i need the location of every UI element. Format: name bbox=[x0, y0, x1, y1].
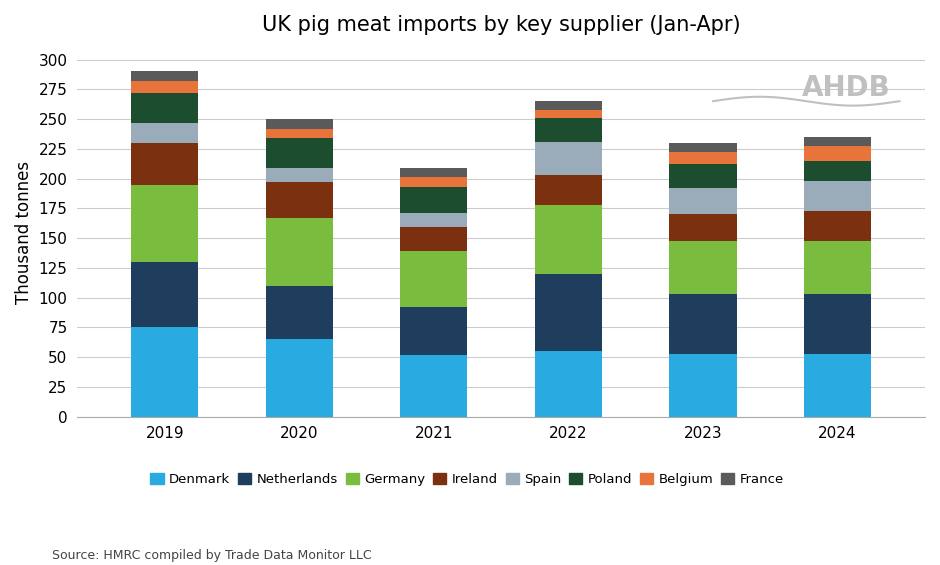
Bar bbox=[400, 355, 467, 417]
Bar bbox=[266, 218, 333, 286]
Bar bbox=[400, 307, 467, 355]
Bar bbox=[535, 205, 602, 274]
Bar bbox=[400, 228, 467, 251]
Bar bbox=[804, 181, 871, 211]
Text: Source: HMRC compiled by Trade Data Monitor LLC: Source: HMRC compiled by Trade Data Moni… bbox=[52, 549, 371, 562]
Bar bbox=[266, 129, 333, 138]
Bar bbox=[804, 146, 871, 161]
Bar bbox=[266, 168, 333, 182]
Title: UK pig meat imports by key supplier (Jan-Apr): UK pig meat imports by key supplier (Jan… bbox=[262, 15, 741, 35]
Bar bbox=[400, 187, 467, 213]
Bar bbox=[535, 118, 602, 142]
Bar bbox=[266, 182, 333, 218]
Y-axis label: Thousand tonnes: Thousand tonnes bbox=[15, 160, 33, 304]
Bar bbox=[131, 123, 198, 143]
Bar bbox=[400, 251, 467, 307]
Bar bbox=[400, 168, 467, 177]
Bar bbox=[804, 294, 871, 354]
Bar bbox=[535, 175, 602, 205]
Bar bbox=[131, 81, 198, 93]
Bar bbox=[535, 274, 602, 351]
Bar bbox=[804, 137, 871, 146]
Bar bbox=[669, 143, 737, 153]
Bar bbox=[669, 354, 737, 417]
Bar bbox=[804, 211, 871, 241]
Bar bbox=[535, 110, 602, 118]
Bar bbox=[131, 93, 198, 123]
Bar bbox=[669, 294, 737, 354]
Bar bbox=[131, 262, 198, 328]
Legend: Denmark, Netherlands, Germany, Ireland, Spain, Poland, Belgium, France: Denmark, Netherlands, Germany, Ireland, … bbox=[145, 468, 790, 491]
Bar bbox=[535, 351, 602, 417]
Bar bbox=[535, 101, 602, 110]
Bar bbox=[804, 354, 871, 417]
Bar bbox=[131, 328, 198, 417]
Bar bbox=[266, 340, 333, 417]
Bar bbox=[131, 72, 198, 81]
Bar bbox=[400, 177, 467, 187]
Text: AHDB: AHDB bbox=[803, 73, 891, 102]
Bar bbox=[266, 138, 333, 168]
Bar bbox=[131, 185, 198, 262]
Bar bbox=[669, 214, 737, 241]
Bar bbox=[669, 164, 737, 188]
Bar bbox=[266, 286, 333, 340]
Bar bbox=[669, 153, 737, 164]
Bar bbox=[400, 213, 467, 228]
Bar bbox=[669, 188, 737, 214]
Bar bbox=[131, 143, 198, 185]
Bar bbox=[804, 241, 871, 294]
Bar bbox=[266, 119, 333, 129]
Bar bbox=[804, 161, 871, 181]
Bar bbox=[535, 142, 602, 175]
Bar bbox=[669, 241, 737, 294]
